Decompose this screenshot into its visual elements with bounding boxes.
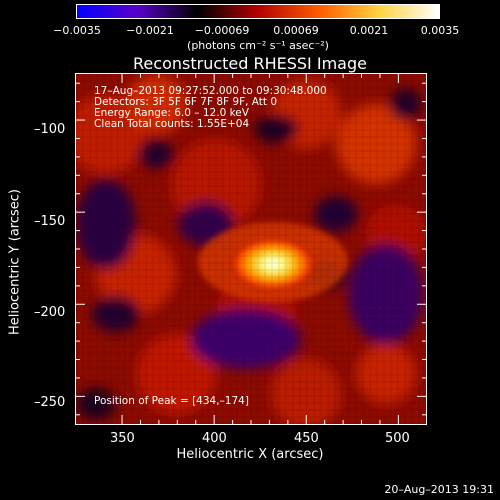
x-tick-label: 350 <box>110 431 135 446</box>
x-tick-label: 500 <box>385 431 410 446</box>
y-tick-label: –100 <box>34 122 66 137</box>
pixel-grid <box>76 74 426 424</box>
time-annotation: 17–Aug–2013 09:27:52.000 to 09:30:48.000 <box>94 85 327 97</box>
colorbar-tick-label: 0.0021 <box>349 24 389 37</box>
solar-image-plot: 17–Aug–2013 09:27:52.000 to 09:30:48.000… <box>75 73 427 425</box>
colorbar <box>76 4 440 19</box>
detectors-annotation: Detectors: 3F 5F 6F 7F 8F 9F, Att 0 <box>94 96 278 108</box>
colorbar-tick-label: −0.0035 <box>53 24 101 37</box>
reconstructed-image <box>76 74 426 424</box>
colorbar-tick-label: 0.0035 <box>420 24 460 37</box>
x-axis-label: Heliocentric X (arcsec) <box>176 447 324 462</box>
footer-timestamp: 20–Aug–2013 19:31 <box>384 483 494 496</box>
colorbar-tick-label: 0.00069 <box>273 24 319 37</box>
energy-annotation: Energy Range: 6.0 – 12.0 keV <box>94 107 249 119</box>
x-tick-label: 450 <box>294 431 319 446</box>
y-axis-label: Heliocentric Y (arcsec) <box>7 189 23 335</box>
plot-title: Reconstructed RHESSI Image <box>133 54 367 73</box>
peak-annotation: Position of Peak = [434,–174] <box>94 395 249 407</box>
y-tick-label: –200 <box>34 305 66 320</box>
colorbar-tick-label: −0.0021 <box>126 24 174 37</box>
x-tick-label: 400 <box>202 431 227 446</box>
y-tick-label: –250 <box>34 395 66 410</box>
colorbar-units: (photons cm⁻² s⁻¹ asec⁻²) <box>187 39 329 52</box>
colorbar-tick-label: −0.00069 <box>194 24 250 37</box>
y-tick-label: –150 <box>34 214 66 229</box>
clean-annotation: Clean Total counts: 1.55E+04 <box>94 118 250 130</box>
